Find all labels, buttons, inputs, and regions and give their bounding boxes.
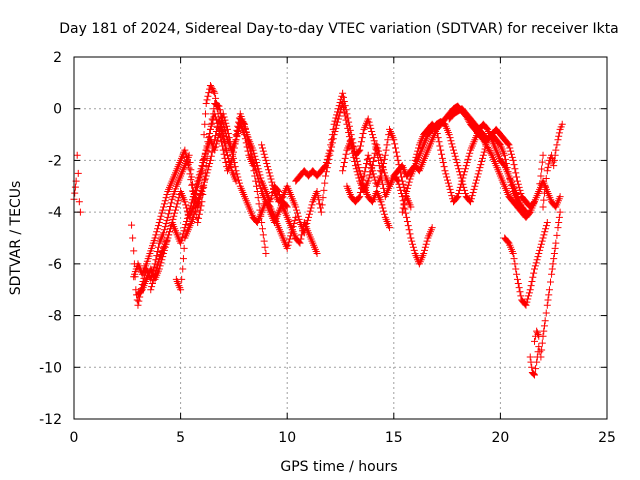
axis-ticks: 0 5 10 15 20 25 -12 -10 -8 -6 -4 -2 0 2 (39, 50, 616, 446)
x-axis-label: GPS time / hours (280, 459, 397, 475)
marker-path (535, 151, 547, 195)
series-t14 (501, 218, 551, 309)
series-t13 (445, 105, 539, 211)
y-tick-label: -10 (39, 360, 62, 376)
y-tick-label: 0 (53, 102, 62, 118)
y-tick-label: -2 (48, 153, 62, 169)
y-tick-label: -12 (39, 412, 62, 428)
x-tick-label: 25 (598, 430, 616, 446)
x-tick-label: 0 (70, 430, 79, 446)
x-tick-label: 20 (491, 430, 509, 446)
chart-title: Day 181 of 2024, Sidereal Day-to-day VTE… (59, 21, 619, 37)
x-tick-label: 10 (278, 430, 296, 446)
series-t17 (539, 120, 566, 211)
series-t12 (411, 120, 526, 211)
series-t05 (172, 115, 232, 294)
y-axis-label: SDTVAR / TECUs (8, 181, 24, 296)
series-t15 (526, 208, 564, 379)
marker-path (539, 120, 566, 211)
y-tick-label: -8 (48, 309, 62, 325)
marker-path (339, 136, 394, 232)
marker-path (70, 151, 84, 216)
data-markers (70, 81, 566, 379)
series-t06 (232, 110, 321, 258)
marker-path (411, 120, 526, 211)
y-tick-label: -6 (48, 257, 62, 273)
marker-path (445, 105, 539, 211)
marker-path (501, 218, 551, 309)
marker-path (531, 327, 543, 345)
series-t10 (339, 136, 394, 232)
x-tick-label: 15 (385, 430, 403, 446)
marker-path (526, 208, 564, 379)
y-tick-label: -4 (48, 205, 62, 221)
plot-frame (73, 56, 608, 420)
y-tick-label: 2 (53, 50, 62, 66)
series-t00 (70, 151, 84, 216)
marker-path (343, 125, 415, 211)
marker-path (232, 110, 321, 258)
series-t18 (535, 151, 547, 195)
series-t09 (343, 125, 415, 211)
x-tick-label: 5 (176, 430, 185, 446)
series-t16 (531, 327, 543, 345)
marker-path (172, 115, 232, 294)
